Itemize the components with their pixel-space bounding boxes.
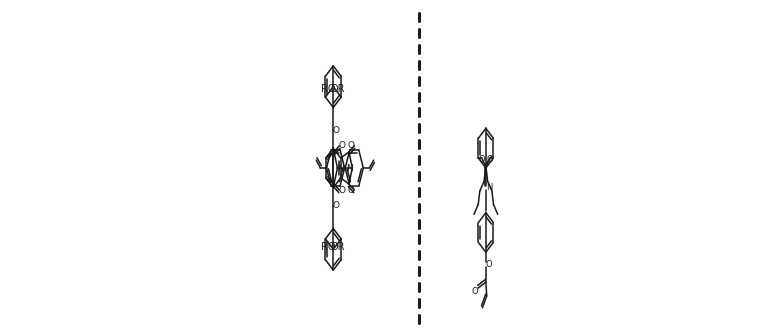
Text: OR: OR	[331, 242, 346, 252]
Text: O: O	[339, 141, 346, 150]
Text: O: O	[332, 126, 339, 135]
Text: O: O	[348, 186, 355, 195]
Text: RO: RO	[321, 84, 335, 94]
Text: O: O	[485, 260, 492, 269]
Text: O: O	[332, 201, 339, 210]
Text: O: O	[472, 288, 478, 296]
Text: N: N	[485, 183, 492, 192]
Text: O: O	[478, 155, 485, 164]
Text: N: N	[337, 164, 343, 172]
Text: O: O	[339, 186, 346, 195]
Text: O: O	[348, 141, 355, 150]
Text: OR: OR	[331, 84, 346, 94]
Text: O: O	[486, 155, 493, 164]
Text: RO: RO	[321, 242, 335, 252]
Text: N: N	[346, 164, 353, 172]
